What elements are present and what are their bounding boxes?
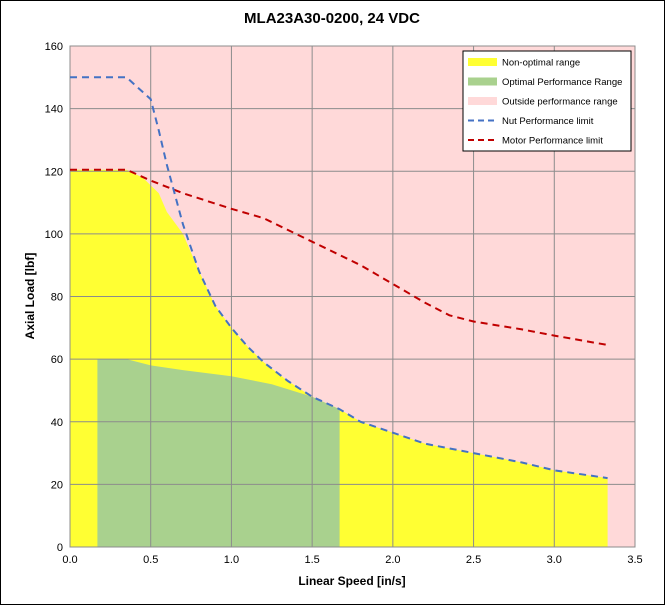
x-tick-label: 0.5 [143, 554, 158, 566]
optimal-range-area [97, 359, 340, 547]
plot-frame [69, 45, 636, 548]
y-tick-label: 140 [45, 104, 63, 116]
y-tick-label: 60 [51, 354, 63, 366]
legend-label: Motor Performance limit [502, 136, 603, 147]
y-tick-label: 20 [51, 479, 63, 491]
x-tick-label: 2.5 [466, 554, 481, 566]
legend-swatch [468, 97, 497, 105]
x-tick-label: 1.5 [304, 554, 319, 566]
x-tick-label: 3.5 [627, 554, 642, 566]
legend-label: Nut Performance limit [502, 116, 594, 127]
legend-label: Outside performance range [502, 97, 618, 108]
x-tick-label: 1.0 [224, 554, 239, 566]
y-tick-label: 120 [45, 166, 63, 178]
y-tick-label: 80 [51, 292, 63, 304]
y-tick-label: 40 [51, 417, 63, 429]
nut-performance-limit-line [70, 76, 608, 480]
chart-title: MLA23A30-0200, 24 VDC [244, 10, 420, 27]
x-tick-label: 2.0 [385, 554, 400, 566]
legend-swatch [468, 58, 497, 66]
x-tick-label: 0.0 [62, 554, 77, 566]
y-tick-label: 100 [45, 229, 63, 241]
x-axis-title: Linear Speed [in/s] [298, 574, 405, 588]
y-tick-label: 0 [57, 542, 63, 554]
y-tick-label: 160 [45, 41, 63, 53]
legend-label: Non-optimal range [502, 58, 580, 69]
legend-swatch [468, 77, 497, 86]
x-tick-label: 3.0 [547, 554, 562, 566]
y-axis-title: Axial Load [lbf] [23, 253, 37, 340]
legend-label: Optimal Performance Range [502, 77, 622, 88]
legend: Non-optimal range Optimal Performance Ran… [462, 50, 632, 152]
motor-performance-limit-line [70, 168, 608, 346]
